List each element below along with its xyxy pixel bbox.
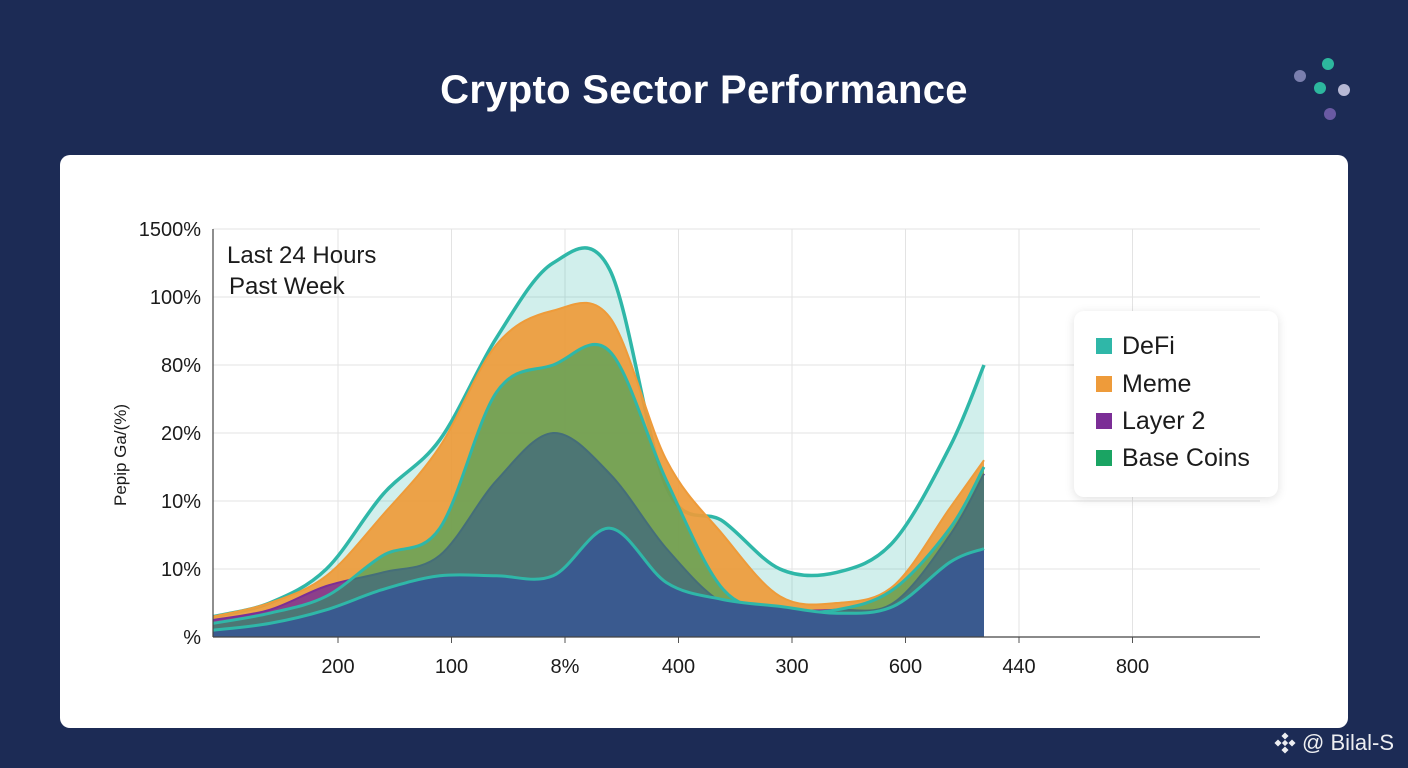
legend-label-defi: DeFi <box>1122 331 1175 360</box>
legend-label-layer-2: Layer 2 <box>1122 406 1206 435</box>
watermark-text: @ Bilal-S <box>1302 730 1395 755</box>
chart-legend: DeFi Meme Layer 2 Base Coins <box>1074 311 1278 497</box>
watermark: @ Bilal-S <box>1274 728 1394 758</box>
line-defi <box>212 246 986 619</box>
legend-label-base-coins: Base Coins <box>1122 443 1250 472</box>
legend-item-meme: Meme <box>1096 369 1191 399</box>
chart-areas <box>212 246 986 637</box>
area-base-coins <box>213 344 984 637</box>
x-tick-label: 440 <box>1002 656 1035 678</box>
line-baseline <box>212 526 985 632</box>
legend-label-meme: Meme <box>1122 369 1192 398</box>
annotation-last-24-hours: Last 24 Hours <box>227 242 376 269</box>
y-tick-label: 100% <box>150 287 201 309</box>
chart-ticks: % 10% 10% 20% 80% 100% 1500% 200 100 8% 400 300 600 4… <box>139 219 1149 678</box>
chart-card: % 10% 10% 20% 80% 100% 1500% 200 100 8% 400 300 600 4… <box>60 155 1348 728</box>
x-tick-label: 300 <box>775 656 808 678</box>
brand-dot <box>1314 82 1326 94</box>
brand-dot <box>1338 84 1350 96</box>
brand-dot <box>1324 108 1336 120</box>
y-tick-label: 80% <box>161 355 201 377</box>
y-tick-label: 1500% <box>139 219 201 241</box>
page-title: Crypto Sector Performance <box>440 68 968 112</box>
annotation-past-week: Past Week <box>229 273 346 300</box>
legend-item-base-coins: Base Coins <box>1096 443 1250 473</box>
x-tick-label: 200 <box>321 656 354 678</box>
legend-item-layer-2: Layer 2 <box>1096 406 1205 436</box>
chart: % 10% 10% 20% 80% 100% 1500% 200 100 8% 400 300 600 4… <box>111 219 1260 678</box>
binance-diamond-icon <box>1274 732 1296 754</box>
x-tick-label: 600 <box>889 656 922 678</box>
brand-dots-logo <box>1288 52 1358 132</box>
y-axis-label: Pepip Ga/(%) <box>111 404 130 506</box>
legend-swatch-base-coins <box>1096 450 1112 466</box>
y-tick-label: % <box>183 627 201 649</box>
legend-swatch-layer-2 <box>1096 413 1112 429</box>
x-tick-label: 800 <box>1116 656 1149 678</box>
x-tick-label: 100 <box>435 656 468 678</box>
legend-item-defi: DeFi <box>1096 331 1175 361</box>
y-tick-label: 10% <box>161 491 201 513</box>
chart-axes <box>212 229 1260 643</box>
x-tick-label: 8% <box>551 656 580 678</box>
legend-swatch-meme <box>1096 376 1112 392</box>
x-tick-label: 400 <box>662 656 695 678</box>
y-tick-label: 10% <box>161 559 201 581</box>
area-baseline <box>213 528 984 637</box>
legend-swatch-defi <box>1096 338 1112 354</box>
line-meme <box>212 301 985 618</box>
brand-dot <box>1322 58 1334 70</box>
brand-dot <box>1294 70 1306 82</box>
y-tick-label: 20% <box>161 423 201 445</box>
line-base-coins <box>212 343 986 625</box>
